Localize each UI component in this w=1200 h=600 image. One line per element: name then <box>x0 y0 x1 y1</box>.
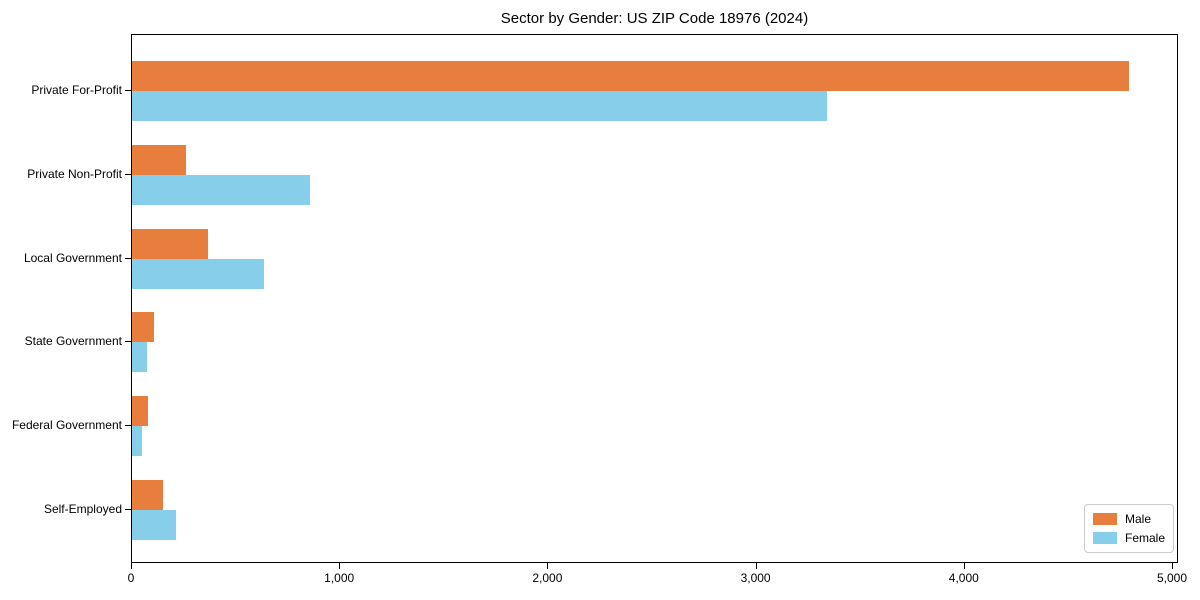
y-axis-label: Private For-Profit <box>31 83 122 97</box>
x-axis-tick-label: 4,000 <box>948 571 979 585</box>
legend-swatch-female <box>1093 532 1117 544</box>
x-axis-tick <box>1172 563 1173 569</box>
y-axis-label: Local Government <box>23 250 122 265</box>
y-axis-tick <box>125 173 131 175</box>
legend-swatch-male <box>1093 513 1117 525</box>
bar-female-4 <box>132 426 142 457</box>
legend-label-female: Female <box>1125 531 1166 545</box>
y-axis-tick <box>125 257 131 259</box>
bar-female-3 <box>132 342 147 373</box>
x-axis-tick <box>339 563 341 569</box>
legend-label-male: Male <box>1125 512 1152 526</box>
y-axis-tick <box>125 90 131 91</box>
y-axis-tick <box>125 425 131 427</box>
y-axis-tick <box>125 509 131 510</box>
x-axis-tick-label: 5,000 <box>1156 571 1188 585</box>
bar-male-5 <box>132 480 164 510</box>
y-axis-label: Federal Government <box>11 418 122 433</box>
bar-male-2 <box>132 228 208 259</box>
legend-item-female: Female <box>1093 531 1165 545</box>
x-axis-tick <box>131 563 132 569</box>
x-axis-tick <box>755 563 757 569</box>
bar-female-5 <box>132 510 176 540</box>
bar-male-0 <box>132 61 1130 91</box>
bar-male-3 <box>132 312 154 343</box>
y-axis-tick <box>125 341 131 343</box>
y-axis-label: Self-Employed <box>43 502 122 516</box>
plot-area <box>131 34 1178 563</box>
x-axis-tick <box>963 563 965 569</box>
y-axis-label: Private Non-Profit <box>27 166 122 181</box>
bar-female-2 <box>132 258 265 289</box>
bar-female-0 <box>132 91 828 121</box>
x-axis-tick-label: 0 <box>127 571 135 585</box>
x-axis-tick-label: 3,000 <box>740 571 771 585</box>
y-axis-label: State Government <box>24 334 122 349</box>
bar-male-4 <box>132 396 148 427</box>
x-axis-tick-label: 2,000 <box>532 571 563 585</box>
x-axis-tick <box>547 563 549 569</box>
legend-item-male: Male <box>1093 512 1165 526</box>
chart-title: Sector by Gender: US ZIP Code 18976 (202… <box>500 10 809 27</box>
legend: Male Female <box>1084 504 1174 553</box>
x-axis-tick-label: 1,000 <box>324 571 355 585</box>
bar-female-1 <box>132 174 310 205</box>
bar-male-1 <box>132 144 187 175</box>
